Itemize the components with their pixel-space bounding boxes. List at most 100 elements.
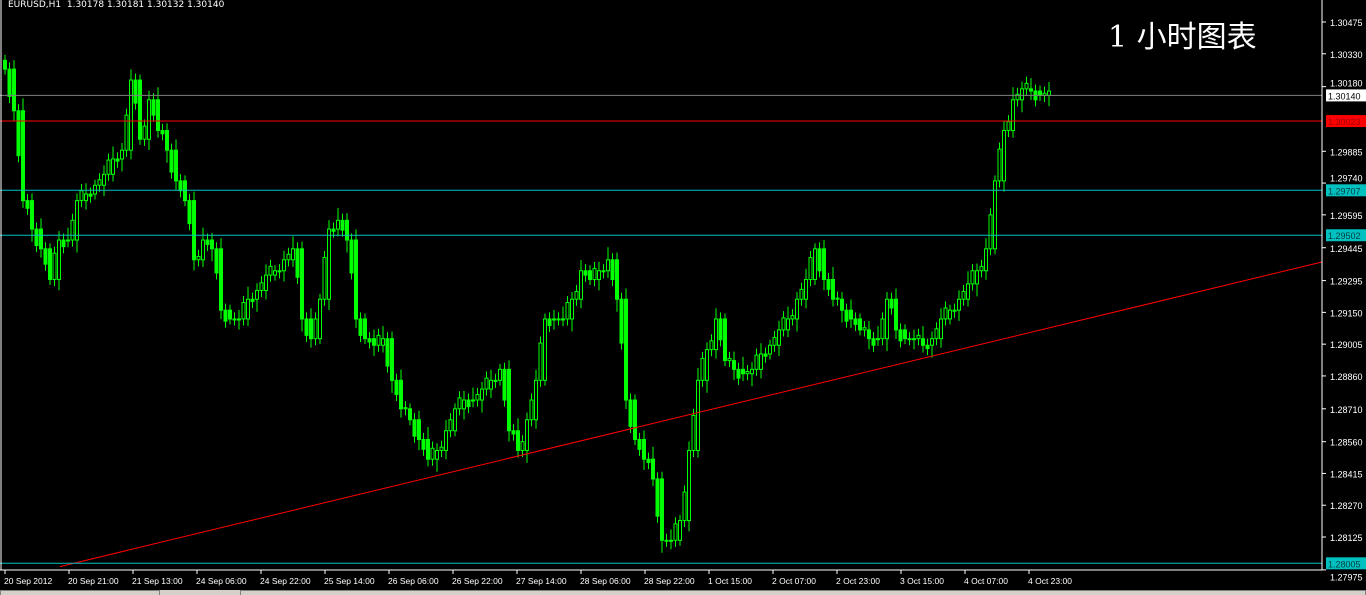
candle-body xyxy=(106,159,111,175)
candle-body xyxy=(178,180,183,192)
candle-body xyxy=(835,297,840,300)
candle-body xyxy=(412,419,417,437)
symbol: EURUSD,H1 xyxy=(8,0,62,10)
candle-body xyxy=(1047,90,1051,96)
candle-body xyxy=(336,219,340,230)
candle-body xyxy=(556,318,561,321)
candle-body xyxy=(669,539,673,542)
chart-tab[interactable] xyxy=(0,590,160,595)
candle-body xyxy=(88,193,93,197)
y-tick-label: 1.28860 xyxy=(1330,372,1363,382)
candle-body xyxy=(327,228,331,300)
candle-body xyxy=(16,110,21,157)
candle-body xyxy=(691,414,696,451)
candle-body xyxy=(187,200,192,225)
candle-body xyxy=(39,228,43,250)
candle-body xyxy=(300,248,304,320)
candle-body xyxy=(970,270,975,285)
candle-body xyxy=(1015,93,1020,101)
candle-body xyxy=(610,259,615,281)
x-tick-label: 28 Sep 22:00 xyxy=(644,576,695,586)
candle-body xyxy=(844,309,849,322)
candle-body xyxy=(633,399,637,440)
candle-body xyxy=(214,248,219,274)
candle-body xyxy=(925,344,930,350)
candle-body xyxy=(606,259,610,272)
candle-body xyxy=(916,334,921,340)
y-tick-label: 1.29295 xyxy=(1330,277,1363,287)
x-tick-label: 26 Sep 22:00 xyxy=(452,576,503,586)
candle-body xyxy=(808,257,813,281)
candle-body xyxy=(475,394,480,401)
y-tick-label: 1.29150 xyxy=(1330,308,1363,318)
candle-body xyxy=(255,289,259,300)
candle-body xyxy=(615,259,619,300)
chart-tab[interactable] xyxy=(240,590,1366,595)
price-label-bg xyxy=(1326,557,1366,570)
candle-body xyxy=(313,318,318,340)
candle-body xyxy=(421,438,426,450)
ohlc-values: 1.30178 1.30181 1.30132 1.30140 xyxy=(66,0,225,10)
candle-body xyxy=(25,200,30,209)
candle-body xyxy=(502,368,507,401)
candle-body xyxy=(637,438,642,450)
candle-body xyxy=(682,491,687,522)
trend-line xyxy=(59,261,1323,568)
candle-body xyxy=(493,379,498,382)
candle-body xyxy=(619,298,624,344)
candle-body xyxy=(120,149,124,160)
price-label: 1.29707 xyxy=(1328,186,1361,196)
candle-body xyxy=(291,248,295,261)
candle-body xyxy=(930,338,934,346)
candle-body xyxy=(241,302,246,320)
candle-body xyxy=(898,329,903,342)
candle-body xyxy=(1006,121,1011,131)
candle-body xyxy=(957,298,961,311)
x-tick-label: 24 Sep 06:00 xyxy=(196,576,247,586)
candle-body xyxy=(133,79,138,104)
candle-body xyxy=(948,309,952,320)
candle-body xyxy=(372,338,376,346)
candle-body xyxy=(156,99,160,131)
candle-body xyxy=(700,357,705,381)
candle-body xyxy=(804,279,808,300)
candle-body xyxy=(318,298,322,340)
candle-body xyxy=(354,239,358,320)
candle-body xyxy=(1020,88,1024,101)
x-tick-label: 20 Sep 21:00 xyxy=(68,576,119,586)
candle-body xyxy=(102,173,106,186)
candle-body xyxy=(583,270,588,276)
candle-body xyxy=(646,458,651,463)
candle-body xyxy=(75,200,79,241)
candle-body xyxy=(552,318,556,321)
candle-body xyxy=(228,309,232,320)
y-tick-label: 1.28270 xyxy=(1330,501,1363,511)
candle-body xyxy=(984,248,988,272)
candle-body xyxy=(21,110,25,202)
candle-body xyxy=(741,368,745,375)
x-tick-label: 28 Sep 06:00 xyxy=(580,576,631,586)
x-tick-label: 2 Oct 23:00 xyxy=(836,576,880,586)
candle-body xyxy=(822,248,826,281)
candle-body xyxy=(952,309,957,312)
candle-body xyxy=(264,274,268,291)
candle-body xyxy=(511,430,516,435)
candle-body xyxy=(520,441,525,451)
candles xyxy=(3,54,1051,553)
price-label: 1.30140 xyxy=(1328,91,1361,101)
candle-body xyxy=(7,68,12,98)
price-label: 1.29502 xyxy=(1328,231,1361,241)
candle-body xyxy=(282,259,286,272)
candle-body xyxy=(786,318,790,331)
candle-body xyxy=(381,338,385,346)
candle-body xyxy=(579,270,583,300)
candle-body xyxy=(430,447,435,460)
candle-body xyxy=(1038,90,1042,96)
y-tick-label: 1.28415 xyxy=(1330,469,1363,479)
candle-body xyxy=(543,318,547,381)
candle-body xyxy=(1029,88,1033,92)
candle-body xyxy=(709,340,714,351)
y-tick-label: 1.30475 xyxy=(1330,18,1363,28)
